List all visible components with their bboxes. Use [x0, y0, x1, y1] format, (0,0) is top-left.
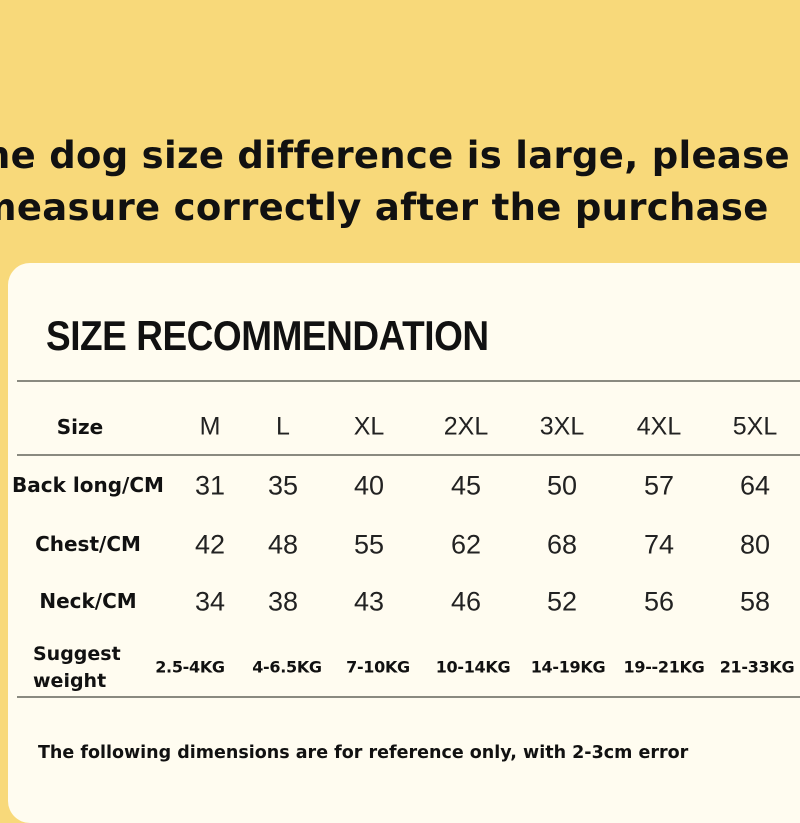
header-size-label: Size [56, 415, 104, 439]
table-cell: 50 [546, 470, 578, 501]
table-cell: 35 [267, 470, 299, 501]
size-card [8, 263, 800, 823]
table-cell: 48 [267, 529, 299, 560]
weight-row-label: Suggest weight [33, 641, 121, 695]
weight-cell: 19--21KG [623, 657, 705, 677]
table-cell: 43 [353, 586, 385, 617]
table-cell: 55 [353, 529, 385, 560]
table-cell: 62 [450, 529, 482, 560]
table-cell: 64 [739, 470, 771, 501]
table-cell: 46 [450, 586, 482, 617]
table-cell: 40 [353, 470, 385, 501]
size-header-5XL: 5XL [732, 412, 778, 441]
size-header-3XL: 3XL [539, 412, 585, 441]
table-cell: 68 [546, 529, 578, 560]
size-header-L: L [276, 412, 290, 441]
table-cell: 42 [194, 529, 226, 560]
size-header-2XL: 2XL [443, 412, 489, 441]
table-cell: 56 [643, 586, 675, 617]
table-cell: 45 [450, 470, 482, 501]
weight-cell: 21-33KG [719, 657, 795, 677]
table-cell: 38 [267, 586, 299, 617]
divider [17, 696, 800, 698]
table-cell: 31 [194, 470, 226, 501]
weight-cell: 10-14KG [435, 657, 511, 677]
weight-cell: 14-19KG [530, 657, 606, 677]
row-label: Back long/CM [12, 473, 164, 497]
weight-cell: 4-6.5KG [252, 657, 322, 677]
table-cell: 80 [739, 529, 771, 560]
row-label: Chest/CM [35, 532, 141, 556]
card-title: SIZE RECOMMENDATION [46, 312, 489, 359]
table-cell: 52 [546, 586, 578, 617]
table-cell: 58 [739, 586, 771, 617]
table-cell: 74 [643, 529, 675, 560]
divider [17, 454, 800, 456]
weight-cell: 2.5-4KG [155, 657, 225, 677]
table-cell: 34 [194, 586, 226, 617]
headline-line-1: the dog size difference is large, please [0, 134, 790, 177]
divider [17, 380, 800, 382]
weight-label-line-1: Suggest [33, 643, 121, 665]
size-header-XL: XL [353, 412, 385, 441]
size-header-4XL: 4XL [636, 412, 682, 441]
headline-line-2: measure correctly after the purchase [0, 186, 769, 229]
footnote: The following dimensions are for referen… [38, 743, 689, 763]
table-cell: 57 [643, 470, 675, 501]
weight-label-line-2: weight [33, 670, 107, 692]
size-header-M: M [199, 412, 221, 441]
row-label: Neck/CM [39, 589, 137, 613]
weight-cell: 7-10KG [346, 657, 410, 677]
